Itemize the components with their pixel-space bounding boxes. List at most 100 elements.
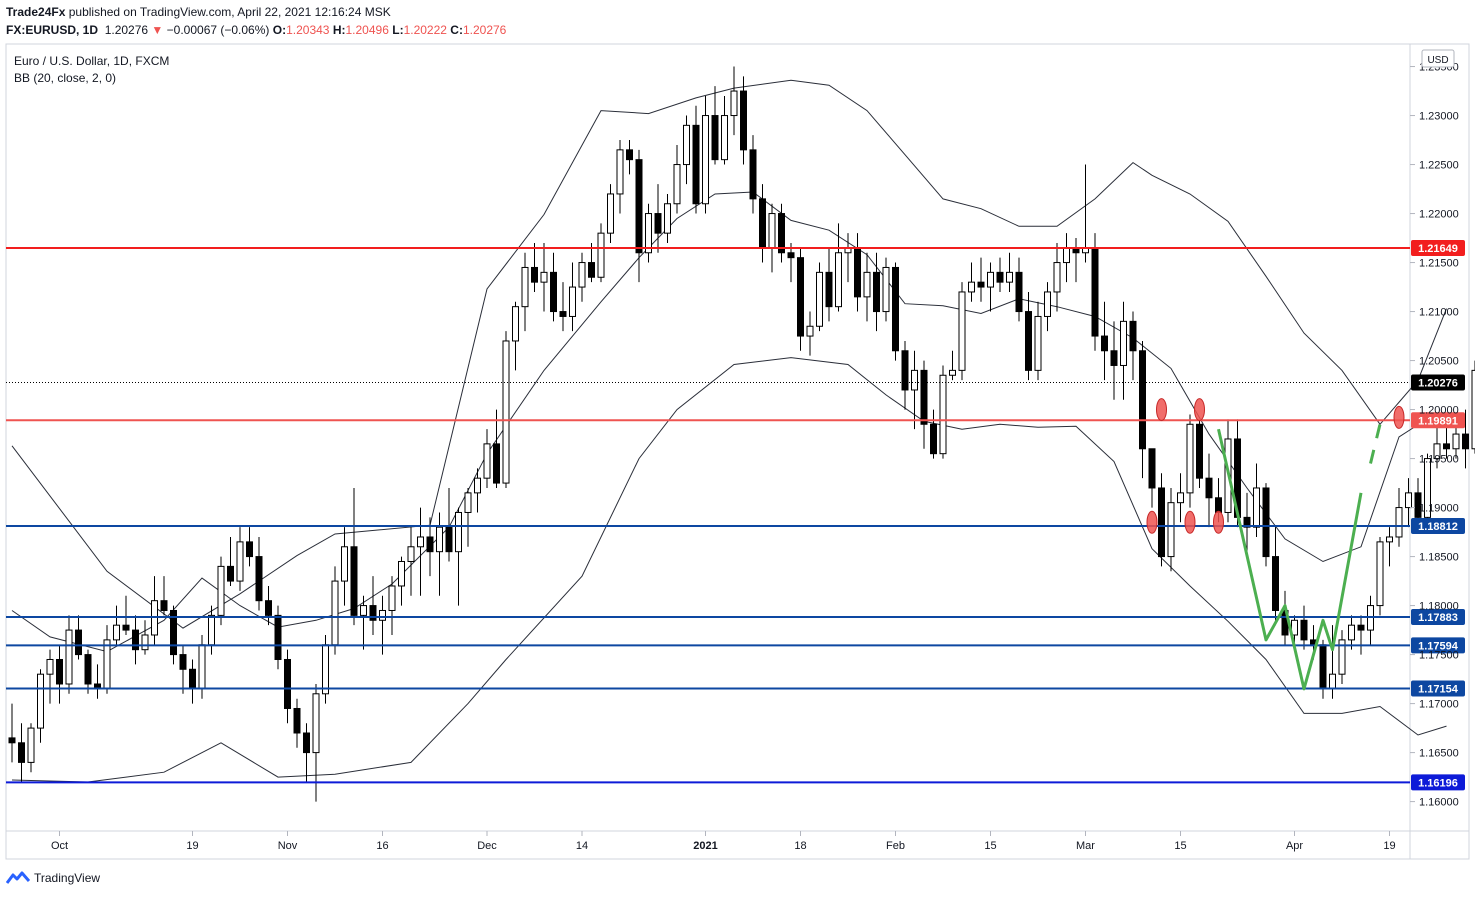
price-tick-label: 1.17500 (1419, 650, 1459, 662)
level-price-tag (1411, 518, 1465, 535)
level-price-label: 1.17883 (1418, 612, 1458, 624)
highlight-marker[interactable] (1194, 398, 1205, 422)
candle-up (578, 262, 586, 288)
candle-up (1177, 492, 1184, 504)
level-price-label: 1.17154 (1418, 683, 1459, 695)
candles (8, 66, 1475, 802)
candle-up (664, 203, 671, 234)
candle-up (236, 541, 244, 582)
highlight-marker[interactable] (1393, 405, 1405, 429)
candle-up (417, 536, 424, 548)
level-price-tag (1411, 239, 1465, 256)
candle-down (227, 565, 234, 582)
candle-up (113, 624, 120, 641)
candle-up (730, 90, 738, 117)
candle-down (1300, 619, 1308, 641)
bb-basis-line (11, 191, 1438, 653)
pattern-drawing (1146, 398, 1405, 691)
candle-up (46, 658, 54, 675)
candle-down (8, 737, 16, 744)
candle-down (350, 546, 358, 616)
candle-up (540, 271, 548, 283)
candle-down (692, 124, 700, 205)
price-tick-label: 1.18000 (1419, 601, 1459, 613)
time-axis[interactable]: Oct 19 Nov 16 Dec 14 2021 18 Feb 15 Mar 15 Apr 19 (51, 831, 1396, 852)
close-value: 1.20276 (462, 23, 507, 37)
candle-down (711, 115, 719, 161)
candle-up (949, 369, 956, 376)
candle-up (987, 271, 994, 288)
time-tick-label: Dec (477, 840, 497, 852)
candle-up (863, 271, 871, 298)
high-label: H: (332, 23, 346, 37)
price-tick-label: 1.21500 (1419, 258, 1459, 270)
candle-up (683, 124, 690, 166)
candle-up (597, 232, 605, 278)
candle-up (1433, 443, 1441, 460)
price-tick-label: 1.21000 (1419, 307, 1459, 319)
footer-brand[interactable]: TradingView (34, 871, 101, 885)
candle-down (1262, 487, 1270, 558)
candle-up (341, 546, 348, 582)
candle-down (445, 526, 453, 553)
candle-up (806, 325, 814, 337)
time-tick-label: 19 (1383, 840, 1395, 852)
candle-up (1186, 423, 1194, 494)
time-tick-label: 14 (576, 840, 588, 852)
candle-down (179, 654, 187, 670)
candle-down (854, 247, 861, 298)
candle-down (369, 605, 377, 621)
candle-up (673, 164, 681, 205)
highlight-marker[interactable] (1146, 510, 1158, 534)
bb-upper-line (11, 79, 1447, 629)
time-tick-label: 19 (186, 840, 198, 852)
price-change: −0.00067 (−0.06%) (166, 23, 270, 37)
published-text: published on TradingView.com, April 22, … (68, 5, 391, 19)
candle-down (778, 213, 785, 254)
time-tick-label: 15 (1174, 840, 1186, 852)
pattern-dashed-line[interactable] (1369, 423, 1382, 464)
support-resistance-levels: 1.21649 1.19891 1.18812 1.17883 1.17594 1.171… (6, 239, 1465, 791)
candle-down (1129, 320, 1137, 352)
candle-down (1443, 443, 1450, 450)
indicator-legend[interactable]: BB (20, close, 2, 0) (14, 71, 116, 85)
publish-info: Trade24Fx published on TradingView.com, … (6, 5, 391, 19)
author-name[interactable]: Trade24Fx (6, 5, 66, 19)
time-tick-label: 2021 (693, 840, 717, 852)
highlight-marker[interactable] (1184, 510, 1196, 534)
candle-down (56, 658, 63, 685)
pattern-line[interactable] (1217, 428, 1363, 691)
last-price-tag (1411, 374, 1465, 391)
candle-up (1006, 271, 1013, 283)
candle-down (84, 654, 92, 685)
time-tick-label: Mar (1076, 840, 1095, 852)
candle-up (1348, 624, 1355, 641)
currency-badge[interactable] (1421, 49, 1455, 68)
candle-down (1015, 271, 1023, 313)
candle-up (1386, 536, 1393, 543)
time-tick-label: Feb (886, 840, 905, 852)
candle-up (483, 443, 491, 479)
candle-up (968, 281, 975, 293)
candle-up (521, 266, 529, 308)
highlight-marker[interactable] (1156, 398, 1167, 422)
level-price-label: 1.17594 (1418, 640, 1459, 652)
time-tick-label: 18 (794, 840, 806, 852)
price-axis[interactable]: 1.16000 1.16500 1.17000 1.17500 1.18000 1.185… (1410, 62, 1459, 809)
level-price-tag (1411, 637, 1465, 654)
last-price: 1.20276 (104, 23, 149, 37)
candle-up (939, 374, 947, 455)
candle-up (103, 639, 111, 690)
candle-up (312, 693, 320, 754)
highlight-marker[interactable] (1213, 510, 1224, 534)
low-value: 1.20222 (403, 23, 447, 37)
candle-down (189, 668, 196, 690)
open-value: 1.20343 (286, 23, 330, 37)
candle-down (930, 423, 937, 455)
price-tick-label: 1.17000 (1419, 699, 1459, 711)
candle-down (654, 213, 662, 234)
tradingview-logo-icon (6, 871, 30, 884)
candle-up (958, 291, 966, 371)
candle-down (246, 541, 253, 558)
